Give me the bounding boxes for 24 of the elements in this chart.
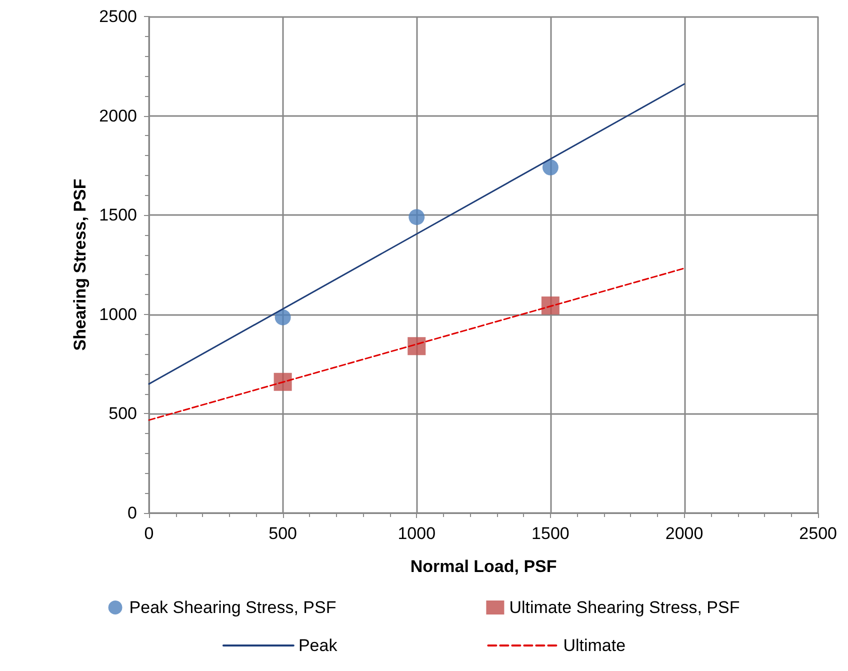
legend-label: Peak Shearing Stress, PSF [129,598,336,617]
y-axis-title: Shearing Stress, PSF [70,178,90,351]
point [274,372,292,391]
legend-label: Ultimate [563,636,626,655]
x-tick-label: 2500 [799,524,838,543]
legend-label: Peak [298,636,338,655]
y-tick-label: 0 [128,504,137,522]
legend-label: Ultimate Shearing Stress, PSF [509,598,740,617]
y-tick-label: 1500 [99,206,137,225]
x-tick-label: 1500 [532,524,570,543]
point [408,337,426,356]
x-tick-label: 2000 [665,524,704,543]
x-tick-label: 1000 [398,524,436,543]
x-tick-label: 500 [268,524,298,543]
x-tick-label: 0 [144,524,154,543]
point [274,309,291,326]
y-tick-label: 2000 [99,106,137,126]
x-axis-title: Normal Load, PSF [410,557,557,576]
y-tick-label: 2500 [99,7,137,26]
y-tick-label: 500 [108,404,137,424]
point [408,209,425,226]
y-tick-label: 1000 [99,304,137,324]
point [541,296,560,314]
point [542,159,558,176]
